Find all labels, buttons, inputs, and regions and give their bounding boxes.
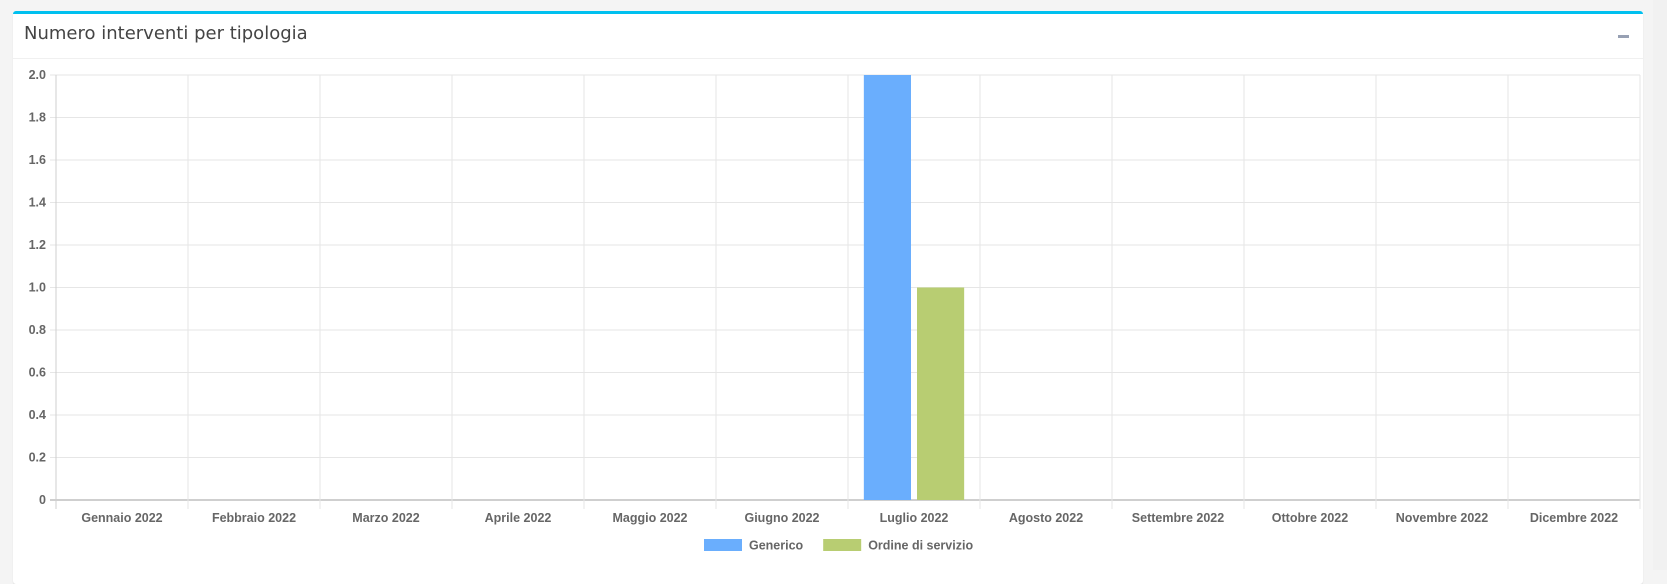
y-tick-label: 0 [39,493,46,507]
y-tick-label: 0.2 [29,451,46,465]
y-tick-label: 2.0 [29,68,46,82]
minus-icon [1618,35,1629,38]
y-tick-label: 1.2 [29,238,46,252]
bar-chart: 0 0.2 0.4 0.6 0.8 1.0 1.2 1.4 1.6 1.8 2.0 Gennaio 2… [29,68,1641,553]
panel-header: Numero interventi per tipologia [13,14,1643,59]
bar-generico [863,75,911,500]
panel-title: Numero interventi per tipologia [24,23,308,44]
x-tick-label: Dicembre 2022 [1530,511,1618,525]
x-tick-label: Novembre 2022 [1396,511,1488,525]
y-tick-label: 1.6 [29,153,46,167]
x-tick-label: Marzo 2022 [352,511,419,525]
x-tick-label: Giugno 2022 [744,511,819,525]
collapse-button[interactable] [1613,26,1633,46]
legend-swatch [704,539,742,551]
y-tick-label: 1.0 [29,281,46,295]
scrollbar[interactable] [1653,0,1667,570]
legend-label: Ordine di servizio [868,539,973,553]
chart-panel: Numero interventi per tipologia [13,11,1643,584]
x-tick-label: Aprile 2022 [485,511,552,525]
y-tick-label: 0.8 [29,323,46,337]
x-tick-label: Maggio 2022 [612,511,687,525]
legend-label: Generico [749,539,804,553]
y-tick-label: 1.8 [29,111,46,125]
legend-swatch [823,539,862,551]
x-tick-label: Ottobre 2022 [1272,511,1348,525]
x-tick-label: Agosto 2022 [1009,511,1083,525]
y-tick-label: 0.4 [29,408,46,422]
x-tick-label: Luglio 2022 [880,511,949,525]
x-tick-label: Gennaio 2022 [81,511,162,525]
y-tick-label: 0.6 [29,366,46,380]
y-tick-label: 1.4 [29,196,46,210]
x-tick-label: Settembre 2022 [1132,511,1224,525]
bar-ordine-di-servizio [917,287,965,500]
x-tick-label: Febbraio 2022 [212,511,296,525]
